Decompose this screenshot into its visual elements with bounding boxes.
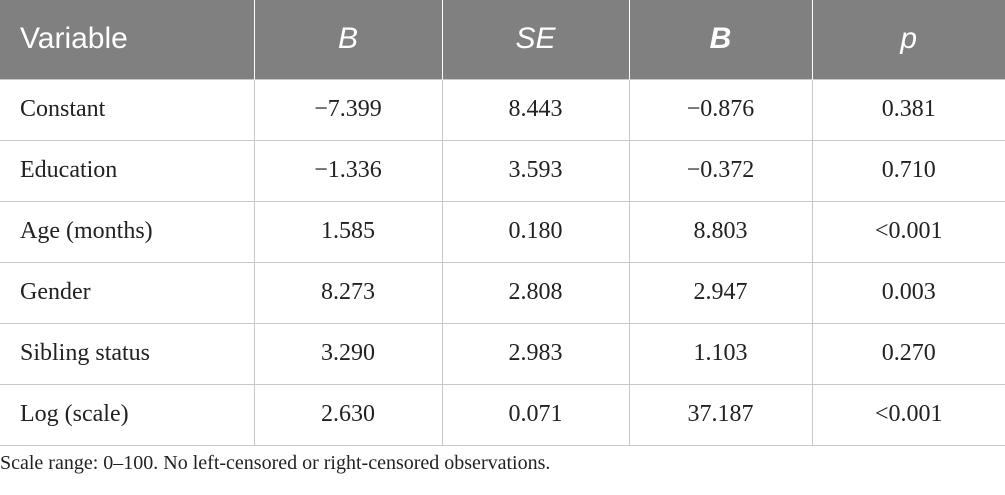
header-se: SE [441, 0, 629, 79]
table-row: Constant −7.399 8.443 −0.876 0.381 [0, 78, 1005, 140]
cell-p: <0.001 [811, 200, 1005, 262]
table-row: Sibling status 3.290 2.983 1.103 0.270 [0, 322, 1005, 384]
cell-b: −7.399 [253, 78, 442, 140]
cell-variable: Sibling status [0, 322, 254, 384]
cell-variable: Education [0, 139, 254, 201]
cell-variable: Age (months) [0, 200, 254, 262]
cell-variable: Constant [0, 78, 254, 140]
cell-se: 2.808 [441, 261, 629, 323]
table-row: Gender 8.273 2.808 2.947 0.003 [0, 261, 1005, 323]
table-row: Education −1.336 3.593 −0.372 0.710 [0, 139, 1005, 201]
cell-se: 3.593 [441, 139, 629, 201]
cell-b: 2.630 [253, 383, 442, 446]
table-row: Log (scale) 2.630 0.071 37.187 <0.001 [0, 383, 1005, 446]
regression-table: Variable B SE B p Constant −7.399 8.443 … [0, 0, 1005, 446]
regression-table-container: Variable B SE B p Constant −7.399 8.443 … [0, 0, 1005, 446]
cell-beta: 1.103 [628, 322, 812, 384]
cell-beta: −0.876 [628, 78, 812, 140]
cell-b: −1.336 [253, 139, 442, 201]
cell-se: 2.983 [441, 322, 629, 384]
cell-p: 0.710 [811, 139, 1005, 201]
cell-b: 1.585 [253, 200, 442, 262]
table-header-row: Variable B SE B p [0, 0, 1005, 79]
cell-b: 8.273 [253, 261, 442, 323]
header-variable: Variable [20, 22, 128, 56]
cell-p: 0.381 [811, 78, 1005, 140]
header-b: B [253, 0, 442, 79]
cell-p: <0.001 [811, 383, 1005, 446]
cell-beta: 2.947 [628, 261, 812, 323]
cell-variable: Log (scale) [0, 383, 254, 446]
cell-se: 8.443 [441, 78, 629, 140]
cell-b: 3.290 [253, 322, 442, 384]
cell-beta: 37.187 [628, 383, 812, 446]
table-row: Age (months) 1.585 0.180 8.803 <0.001 [0, 200, 1005, 262]
cell-p: 0.003 [811, 261, 1005, 323]
cell-se: 0.071 [441, 383, 629, 446]
table-footnote: Scale range: 0–100. No left-censored or … [0, 452, 551, 474]
cell-se: 0.180 [441, 200, 629, 262]
header-beta: B [628, 0, 812, 79]
cell-p: 0.270 [811, 322, 1005, 384]
cell-beta: −0.372 [628, 139, 812, 201]
cell-beta: 8.803 [628, 200, 812, 262]
cell-variable: Gender [0, 261, 254, 323]
header-p: p [811, 0, 1005, 79]
